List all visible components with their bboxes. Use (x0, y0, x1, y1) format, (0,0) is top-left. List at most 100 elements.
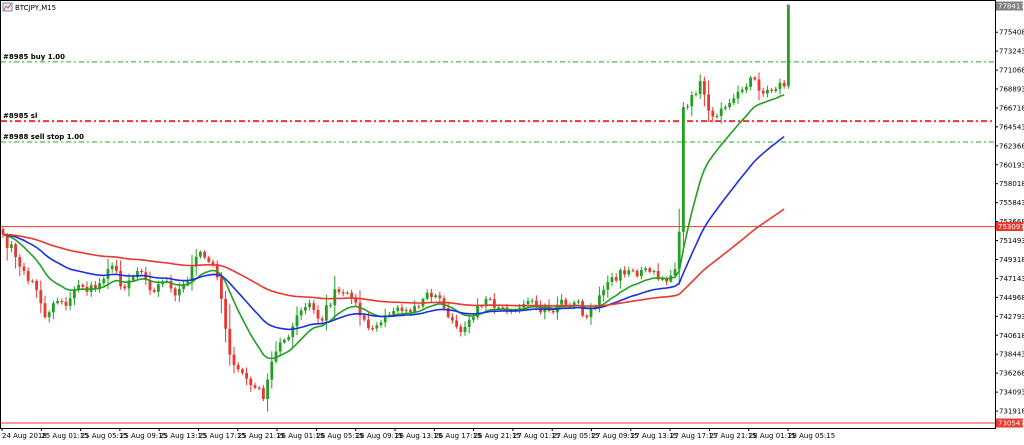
candle-body (329, 305, 332, 307)
candle (249, 376, 253, 393)
candle (341, 289, 345, 297)
candle-body (455, 320, 458, 327)
x-tick-label: 25 Aug 05:15 (81, 432, 128, 440)
candle (39, 280, 43, 313)
candle (745, 83, 748, 94)
candle-body (232, 354, 236, 365)
candle (220, 272, 223, 314)
candle (274, 341, 278, 364)
candle-body (35, 280, 38, 291)
candle-body (295, 315, 299, 327)
candle-body (526, 301, 530, 305)
candle-body (43, 303, 47, 318)
candle-body (278, 342, 282, 352)
candle-body (274, 351, 278, 362)
candle-body (753, 77, 757, 80)
candle-body (148, 279, 152, 291)
candle-body (476, 305, 479, 318)
candle (316, 304, 320, 324)
x-tick-label: 28 Aug 05:15 (788, 432, 835, 440)
candle (770, 88, 773, 94)
candle (425, 289, 429, 301)
candle-body (236, 364, 240, 370)
candle-body (446, 308, 450, 318)
x-tick-label: 27 Aug 13:15 (631, 432, 678, 440)
candle-body (438, 295, 442, 299)
candle-body (1, 229, 5, 235)
candle-body (409, 310, 412, 312)
candle-body (770, 89, 773, 91)
price-tag: 778417 (996, 1, 1024, 11)
x-tick-label: 26 Aug 21:15 (474, 432, 521, 440)
y-tick-label: 758018 (999, 180, 1024, 188)
candle (5, 233, 9, 261)
plot-frame (0, 0, 996, 429)
candle (81, 283, 85, 289)
candle (287, 334, 290, 342)
y-tick-label: 768893 (999, 85, 1024, 93)
candle-body (434, 295, 437, 298)
candle-body (110, 265, 114, 270)
candle-body (677, 231, 681, 270)
candle-body (619, 270, 622, 281)
candle (10, 240, 13, 253)
candle-body (694, 94, 698, 96)
candle-body (388, 314, 391, 316)
candle-body (304, 307, 307, 311)
candle (610, 272, 614, 287)
candle-body (102, 278, 106, 284)
candle-body (341, 292, 345, 294)
candle (337, 286, 341, 295)
price-tag-label: 730547 (998, 420, 1024, 428)
candle-body (640, 270, 643, 277)
candle-body (707, 94, 710, 111)
candle-body (682, 107, 685, 232)
candle-body (715, 115, 719, 117)
candle-body (249, 378, 253, 386)
candle-body (749, 77, 752, 87)
candle-body (283, 339, 286, 343)
candle-body (488, 298, 492, 300)
candle-body (648, 268, 652, 272)
candle (203, 250, 206, 260)
x-tick-label: 26 Aug 13:15 (395, 432, 442, 440)
candle (707, 80, 710, 122)
candle (291, 322, 295, 348)
candle (375, 322, 379, 332)
candle-body (56, 300, 59, 304)
candle-body (186, 281, 190, 286)
price-tag-box (996, 1, 1023, 11)
candle-body (39, 290, 43, 304)
candle (102, 276, 106, 286)
candle (320, 316, 324, 324)
candle-body (602, 289, 605, 296)
candle-body (404, 310, 408, 312)
candle (694, 91, 698, 97)
candle (308, 299, 311, 311)
candle (467, 314, 471, 334)
y-tick-label: 766718 (999, 104, 1024, 112)
candle (354, 294, 358, 307)
candle-body (430, 292, 433, 298)
candle-body (178, 288, 181, 296)
candle-body (299, 310, 303, 316)
candle-body (14, 244, 17, 258)
candle-body (26, 270, 30, 281)
candle-body (564, 299, 568, 305)
x-tick-label: 25 Aug 13:15 (159, 432, 206, 440)
y-tick-label: 736268 (999, 370, 1024, 378)
candle (451, 313, 454, 324)
candle (404, 307, 408, 314)
y-tick-label: 773243 (999, 48, 1024, 56)
candle-body (627, 270, 631, 275)
candle (488, 297, 492, 301)
candle-body (350, 292, 353, 299)
candle-body (316, 309, 320, 319)
candle (43, 295, 47, 319)
candle-body (501, 307, 505, 309)
candle (173, 286, 177, 302)
x-tick-label: 25 Aug 17:15 (199, 432, 246, 440)
candle (652, 269, 656, 275)
